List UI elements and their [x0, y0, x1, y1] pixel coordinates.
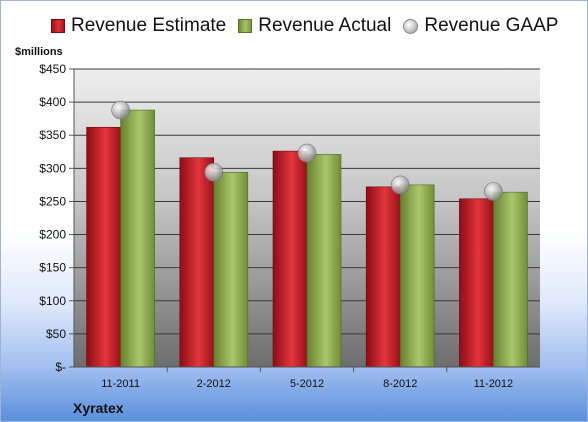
x-tick-label: 2-2012 [197, 378, 231, 390]
y-tick-label: $150 [39, 261, 66, 275]
marker-revenue-gaap [297, 143, 317, 163]
bar-revenue-estimate [272, 150, 308, 368]
bar-revenue-actual [213, 172, 249, 368]
legend-swatch-estimate [51, 19, 65, 33]
marker-revenue-gaap [204, 163, 224, 182]
y-tick-label: $250 [39, 194, 66, 208]
y-tick-label: $300 [39, 161, 66, 175]
marker-revenue-gaap [484, 182, 503, 201]
y-tick-label: $450 [39, 62, 66, 76]
legend-label-estimate: Revenue Estimate [71, 15, 227, 36]
legend-swatch-gaap [403, 18, 419, 34]
x-tick-label: 11-2011 [101, 378, 140, 390]
bar-revenue-estimate [86, 126, 121, 368]
x-tick-label: 11-2012 [474, 378, 514, 390]
y-tick-label: $400 [39, 95, 66, 109]
y-tick-label: $50 [46, 327, 66, 341]
bar-revenue-actual [306, 154, 342, 368]
bar-revenue-actual [399, 184, 435, 368]
company-name: Xyratex [73, 400, 124, 416]
bar-revenue-estimate [365, 186, 401, 368]
y-tick-label: $100 [39, 294, 66, 308]
legend-swatch-actual [238, 19, 253, 33]
y-tick-label: $350 [39, 128, 66, 142]
y-tick-label: $200 [39, 228, 66, 242]
y-tick-label: $- [55, 360, 66, 374]
bar-revenue-estimate [179, 157, 215, 368]
legend-label-gaap: Revenue GAAP [424, 15, 559, 36]
bar-revenue-actual [493, 191, 528, 368]
marker-revenue-gaap [111, 100, 130, 120]
legend-item-actual: Revenue Actual [238, 15, 391, 37]
x-tick-label: 5-2012 [290, 378, 324, 390]
marker-revenue-gaap [390, 175, 410, 195]
legend-item-estimate: Revenue Estimate [51, 15, 226, 37]
chart-legend: Revenue Estimate Revenue Actual Revenue … [51, 15, 558, 37]
bar-revenue-actual [120, 109, 155, 368]
bar-revenue-estimate [459, 198, 494, 368]
legend-label-actual: Revenue Actual [258, 15, 392, 36]
x-tick-label: 8-2012 [383, 378, 417, 390]
legend-item-gaap: Revenue GAAP [403, 15, 558, 37]
y-axis-unit-label: $millions [15, 46, 63, 58]
